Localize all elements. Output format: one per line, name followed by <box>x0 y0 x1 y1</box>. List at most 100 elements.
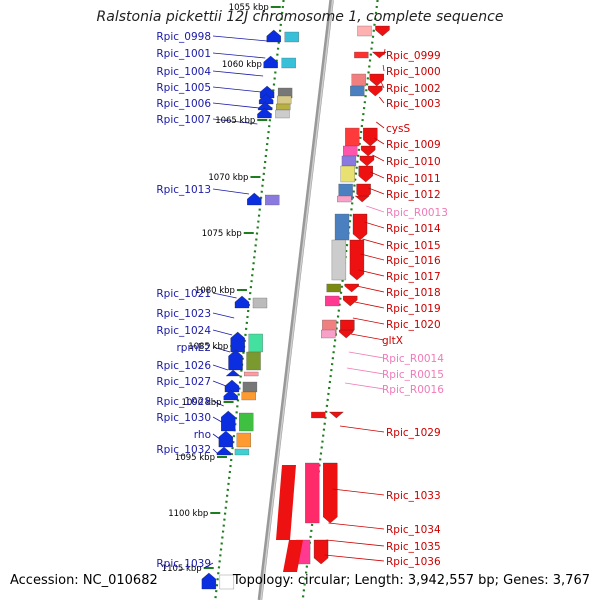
right-leader-line <box>354 301 385 309</box>
gene-feature <box>201 572 235 590</box>
minus-strand-arrow <box>368 85 383 97</box>
gene-feature <box>305 462 338 524</box>
gene-box <box>246 351 261 371</box>
gene-box <box>341 155 357 167</box>
gene-box <box>276 103 291 111</box>
left-leader-line <box>212 329 233 336</box>
right-gene-label: Rpic_1000 <box>386 66 441 78</box>
plus-strand-arrow <box>263 55 278 69</box>
gene-box <box>234 448 250 456</box>
right-leader-line <box>368 187 385 195</box>
left-leader-line <box>212 292 237 299</box>
gene-box <box>340 165 355 183</box>
left-gene-label: Rpic_1026 <box>156 360 211 372</box>
gene-feature <box>247 192 280 206</box>
plus-strand-arrow <box>230 331 245 353</box>
gene-box <box>242 381 258 393</box>
minus-strand-arrow <box>359 155 375 167</box>
left-gene-label: Rpic_1007 <box>156 114 211 126</box>
right-leader-line <box>360 253 385 261</box>
right-leader-line <box>378 96 385 104</box>
left-gene-label: Rpic_1004 <box>156 66 211 78</box>
gene-feature <box>331 239 365 281</box>
left-gene-label: Rpic_0998 <box>156 31 211 43</box>
gene-features <box>201 25 390 590</box>
axis-highlight <box>260 0 334 600</box>
gene-box <box>354 51 369 59</box>
plus-strand-arrow <box>221 410 236 432</box>
left-gene-label: Rpic_1023 <box>156 308 211 320</box>
right-leader-line <box>380 81 385 89</box>
right-gene-label: Rpic_1015 <box>386 240 441 252</box>
left-gene-label: Rpic_1006 <box>156 98 211 110</box>
gene-feature <box>311 411 344 419</box>
minus-strand-arrow <box>344 283 359 293</box>
gene-feature <box>334 213 368 241</box>
genome-info-text: Topology: circular; Length: 3,942,557 bp… <box>232 573 590 588</box>
gene-box <box>325 295 340 307</box>
right-gene-label: Rpic_1003 <box>386 98 441 110</box>
right-gene-label: Rpic_1009 <box>386 139 441 151</box>
gene-box <box>331 239 347 281</box>
minus-strand-arrow <box>358 165 373 183</box>
right-leader-line <box>352 317 385 325</box>
left-gene-label: Rpic_1021 <box>156 288 211 300</box>
plus-strand-arrow <box>225 369 241 377</box>
plus-strand-arrow <box>216 446 232 456</box>
left-gene-label: rpmE2 <box>176 342 211 354</box>
label-leaders <box>204 35 386 569</box>
gene-box <box>337 195 352 203</box>
gene-box <box>239 412 254 432</box>
left-leader-line <box>212 35 268 42</box>
gene-feature <box>337 195 370 203</box>
right-leader-line <box>328 522 385 530</box>
minus-strand-arrow <box>371 51 387 59</box>
gene-box <box>350 85 365 97</box>
gene-box <box>281 57 296 69</box>
right-gene-label: Rpic_1019 <box>386 303 441 315</box>
kbp-tick-label: 1085 kbp <box>188 342 228 352</box>
plus-strand-arrow <box>259 85 275 99</box>
left-gene-label: Rpic_1039 <box>156 558 211 570</box>
gene-feature <box>263 55 296 69</box>
gene-box <box>326 283 341 293</box>
gene-box <box>236 432 252 448</box>
kbp-tick-label: 1095 kbp <box>175 453 215 463</box>
right-gene-label: Rpic_0999 <box>386 50 441 62</box>
plus-strand-arrow <box>201 572 217 590</box>
gene-box <box>311 411 326 419</box>
gene-box <box>357 25 372 37</box>
right-gene-label: Rpic_1018 <box>386 287 441 299</box>
right-leader-line <box>358 269 385 277</box>
left-leader-line <box>204 562 214 569</box>
gene-labels: 1055 kbp 1060 kbp 1065 kbp 1070 kbp 1075 kbp… <box>156 3 448 574</box>
gene-feature <box>326 283 359 293</box>
kbp-tick-label: 1080 kbp <box>195 286 235 296</box>
gene-feature <box>230 331 263 353</box>
gene-feature <box>225 369 259 377</box>
gene-feature <box>218 430 252 448</box>
rna-gene-label: Rpic_R0016 <box>382 384 444 396</box>
kbp-tick-label: 1105 kbp <box>162 564 202 574</box>
kbp-tick-label: 1055 kbp <box>229 3 269 13</box>
gene-feature <box>351 73 384 87</box>
gene-box <box>275 109 290 119</box>
gene-box <box>265 194 280 206</box>
right-leader-line <box>364 221 385 229</box>
right-gene-label: Rpic_1017 <box>386 271 441 283</box>
gene-box <box>241 391 256 401</box>
right-leader-line <box>383 48 386 56</box>
right-gene-label: Rpic_1016 <box>386 255 441 267</box>
right-gene-label: Rpic_1011 <box>386 173 441 185</box>
rna-gene-label: Rpic_R0013 <box>386 207 448 219</box>
left-leader-line <box>212 52 266 59</box>
gene-feature <box>325 295 358 307</box>
right-gene-label: gltX <box>382 335 403 347</box>
left-leader-line <box>212 433 220 440</box>
left-gene-label: Rpic_1001 <box>156 48 211 60</box>
minus-strand-arrow <box>343 295 358 307</box>
left-leader-line <box>212 188 250 195</box>
gene-feature <box>258 101 291 111</box>
minus-strand-arrow <box>352 213 368 241</box>
right-leader-line <box>370 171 385 179</box>
